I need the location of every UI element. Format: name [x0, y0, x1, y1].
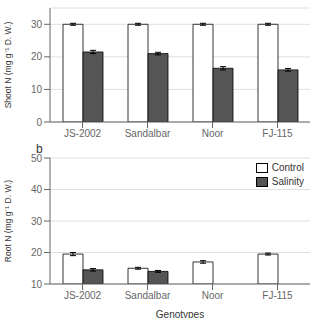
- html-text:Control: Control: [271, 162, 304, 173]
- svg-text:0: 0: [36, 117, 42, 128]
- svg-text:20: 20: [31, 51, 43, 62]
- svg-text:40: 40: [31, 184, 43, 195]
- svg-text:Shoot N (mg g⁻¹ D. W.): Shoot N (mg g⁻¹ D. W.): [8, 22, 13, 109]
- svg-text:10: 10: [31, 279, 43, 290]
- svg-text:30: 30: [31, 216, 43, 227]
- svg-text:50: 50: [30, 152, 42, 164]
- svg-text:Root N (mg g⁻¹ D. W.): Root N (mg g⁻¹ D. W.): [8, 180, 13, 263]
- svg-text:Genotypes: Genotypes: [156, 309, 204, 318]
- svg-text:JS-2002: JS-2002: [64, 290, 102, 301]
- svg-text:FJ-115: FJ-115: [262, 128, 293, 139]
- svg-text:20: 20: [31, 247, 43, 258]
- svg-text:Noor: Noor: [202, 128, 224, 139]
- svg-text:Noor: Noor: [202, 290, 224, 301]
- svg-text:Sandalbar: Sandalbar: [125, 290, 171, 301]
- svg-text:10: 10: [31, 84, 43, 95]
- svg-text:JS-2002: JS-2002: [64, 128, 102, 139]
- svg-text:Sandalbar: Sandalbar: [125, 128, 171, 139]
- html-text:b: b: [36, 142, 43, 156]
- svg-text:30: 30: [31, 19, 43, 30]
- svg-text:FJ-115: FJ-115: [262, 290, 293, 301]
- html-text:Salinity: Salinity: [271, 176, 304, 187]
